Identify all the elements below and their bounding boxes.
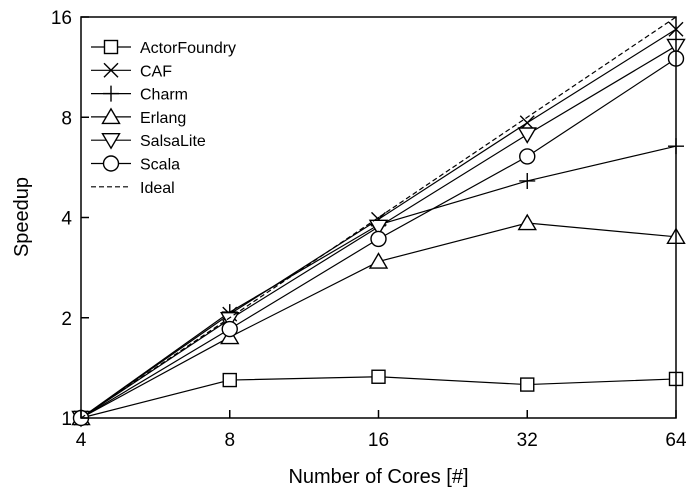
data-point-actorfoundry bbox=[371, 369, 386, 384]
y-tick-label: 1 bbox=[61, 409, 72, 430]
legend-label-caf: CAF bbox=[140, 63, 172, 80]
data-point-scala bbox=[519, 148, 536, 165]
x-tick-label: 32 bbox=[517, 430, 538, 451]
data-point-erlang bbox=[368, 252, 389, 269]
legend-item-actorfoundry: ActorFoundry bbox=[91, 39, 236, 57]
series-scala bbox=[72, 50, 685, 427]
x-tick-label: 16 bbox=[368, 430, 389, 451]
data-point-charm bbox=[519, 172, 536, 189]
data-point-salsalite bbox=[517, 127, 537, 144]
legend: ActorFoundry CAF Charm Erlang SalsaLite Scala… bbox=[91, 39, 236, 197]
legend-marker-erlang bbox=[101, 107, 121, 125]
series-actorfoundry bbox=[73, 369, 684, 426]
x-tick-label: 64 bbox=[665, 430, 687, 451]
data-point-actorfoundry bbox=[520, 377, 535, 392]
legend-marker-scala bbox=[102, 155, 120, 172]
legend-marker-actorfoundry bbox=[103, 39, 119, 55]
legend-marker-caf bbox=[103, 62, 119, 78]
legend-item-erlang: Erlang bbox=[91, 107, 186, 127]
data-point-erlang bbox=[517, 213, 537, 231]
y-tick-label: 2 bbox=[61, 309, 72, 330]
legend-label-ideal: Ideal bbox=[140, 180, 175, 197]
legend-item-charm: Charm bbox=[91, 85, 188, 104]
legend-item-scala: Scala bbox=[91, 155, 180, 174]
y-tick-label: 16 bbox=[51, 8, 72, 29]
legend-label-erlang: Erlang bbox=[140, 110, 186, 127]
y-axis-title: Speedup bbox=[11, 177, 33, 257]
legend-marker-salsalite bbox=[101, 132, 121, 150]
x-tick-label: 4 bbox=[76, 430, 87, 451]
data-point-salsalite bbox=[220, 312, 240, 329]
series-layer bbox=[71, 16, 686, 428]
data-point-scala bbox=[221, 320, 238, 338]
data-point-scala bbox=[370, 230, 387, 248]
x-tick-label: 8 bbox=[224, 430, 235, 451]
legend-label-scala: Scala bbox=[140, 157, 180, 174]
legend-item-ideal: Ideal bbox=[91, 180, 175, 197]
x-axis-title: Number of Cores [#] bbox=[288, 466, 468, 488]
legend-label-salsalite: SalsaLite bbox=[140, 133, 206, 150]
data-point-actorfoundry bbox=[222, 372, 237, 388]
data-point-salsalite bbox=[368, 219, 389, 237]
legend-label-actorfoundry: ActorFoundry bbox=[140, 40, 236, 57]
legend-label-charm: Charm bbox=[140, 87, 188, 104]
legend-marker-charm bbox=[103, 85, 119, 102]
ticks-layer: 4 8 16 32 64 1 2 4 8 16 bbox=[51, 8, 687, 451]
y-tick-label: 4 bbox=[61, 209, 72, 230]
legend-item-caf: CAF bbox=[91, 62, 172, 80]
legend-item-salsalite: SalsaLite bbox=[91, 132, 206, 150]
y-tick-label: 8 bbox=[61, 108, 72, 129]
